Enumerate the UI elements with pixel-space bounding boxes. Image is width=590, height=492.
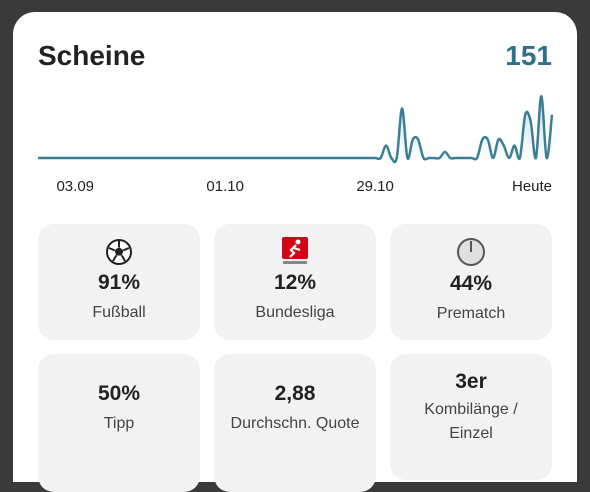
card: Scheine 151 91% Fußball 12% Bundesliga 4… bbox=[13, 12, 577, 492]
tile-label: Bundesliga bbox=[255, 304, 335, 321]
tile-value: 44% bbox=[449, 272, 493, 295]
clock-icon bbox=[457, 238, 485, 266]
tile-label: Tipp bbox=[103, 415, 135, 432]
tile[interactable]: 91% Fußball bbox=[38, 224, 200, 340]
tile[interactable]: 2,88 Durchschn. Quote bbox=[214, 354, 376, 492]
tile-value: 3er bbox=[455, 370, 487, 393]
total: 151 bbox=[505, 40, 552, 71]
tile-value: 91% bbox=[97, 271, 141, 294]
line bbox=[38, 94, 554, 164]
x-tick-label: 01.10 bbox=[206, 178, 244, 195]
tile[interactable]: 50% Tipp bbox=[38, 354, 200, 492]
tile-value: 50% bbox=[97, 382, 141, 405]
page: Scheine 151 91% Fußball 12% Bundesliga 4… bbox=[13, 12, 577, 492]
line-area bbox=[38, 96, 552, 163]
tile-label: Durchschn. Quote bbox=[230, 415, 360, 432]
football-icon bbox=[106, 239, 132, 265]
x-tick-label: 03.09 bbox=[56, 178, 95, 195]
title: Scheine bbox=[38, 40, 146, 71]
bundesliga-icon bbox=[282, 237, 308, 264]
tile[interactable]: 44% Prematch bbox=[390, 224, 552, 340]
tile-label: Fußball bbox=[92, 304, 146, 321]
x-tick-label: 29.10 bbox=[356, 178, 394, 195]
tile-label: Prematch bbox=[436, 305, 506, 322]
sparkline bbox=[38, 94, 554, 164]
tile-label: Kombilänge / Einzel bbox=[424, 401, 518, 442]
x-tick-label: Heute bbox=[512, 178, 553, 195]
tile[interactable]: 3er Kombilänge / Einzel bbox=[390, 354, 552, 480]
tile-value: 12% bbox=[273, 271, 317, 294]
tile-value: 2,88 bbox=[274, 382, 316, 405]
tile[interactable]: 12% Bundesliga bbox=[214, 224, 376, 340]
